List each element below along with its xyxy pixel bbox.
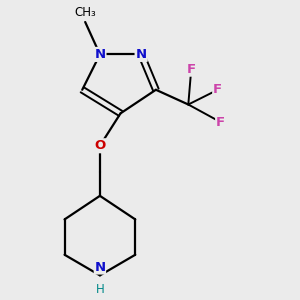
Text: O: O (94, 139, 106, 152)
Text: CH₃: CH₃ (74, 6, 96, 19)
Text: N: N (136, 48, 147, 61)
Text: F: F (216, 116, 225, 129)
Text: H: H (95, 283, 104, 296)
Text: N: N (94, 261, 106, 274)
Text: F: F (213, 83, 222, 96)
Text: N: N (94, 48, 106, 61)
Text: F: F (187, 63, 196, 76)
